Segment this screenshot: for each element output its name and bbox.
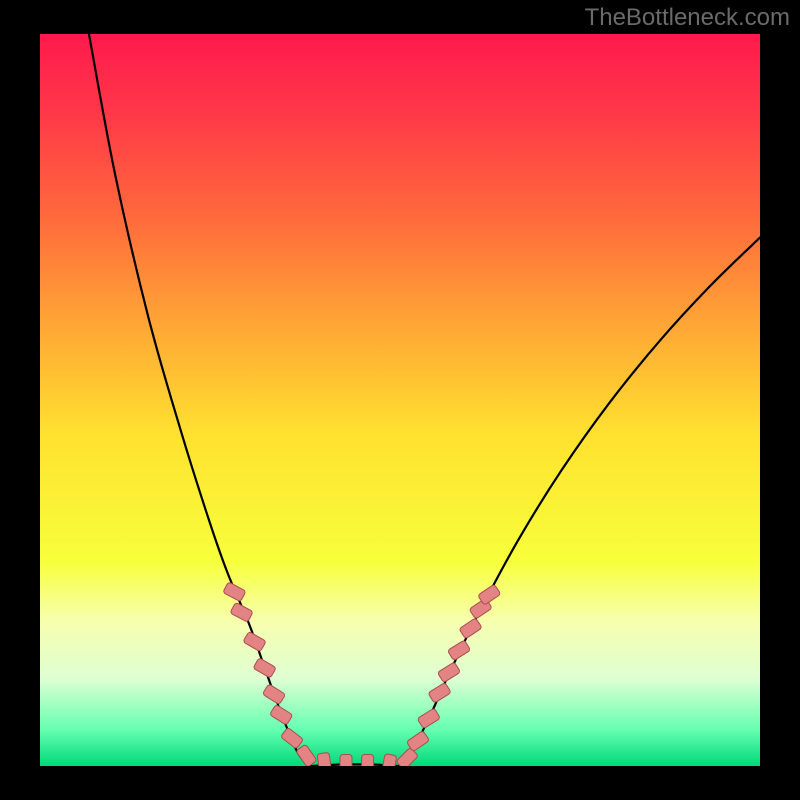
marker: [317, 752, 332, 766]
chart-frame: TheBottleneck.com: [0, 0, 800, 800]
marker: [340, 755, 352, 766]
watermark-text: TheBottleneck.com: [585, 4, 790, 32]
plot-background: [40, 34, 760, 766]
marker: [362, 755, 374, 766]
plot-area: [40, 34, 760, 766]
plot-svg: [40, 34, 760, 766]
